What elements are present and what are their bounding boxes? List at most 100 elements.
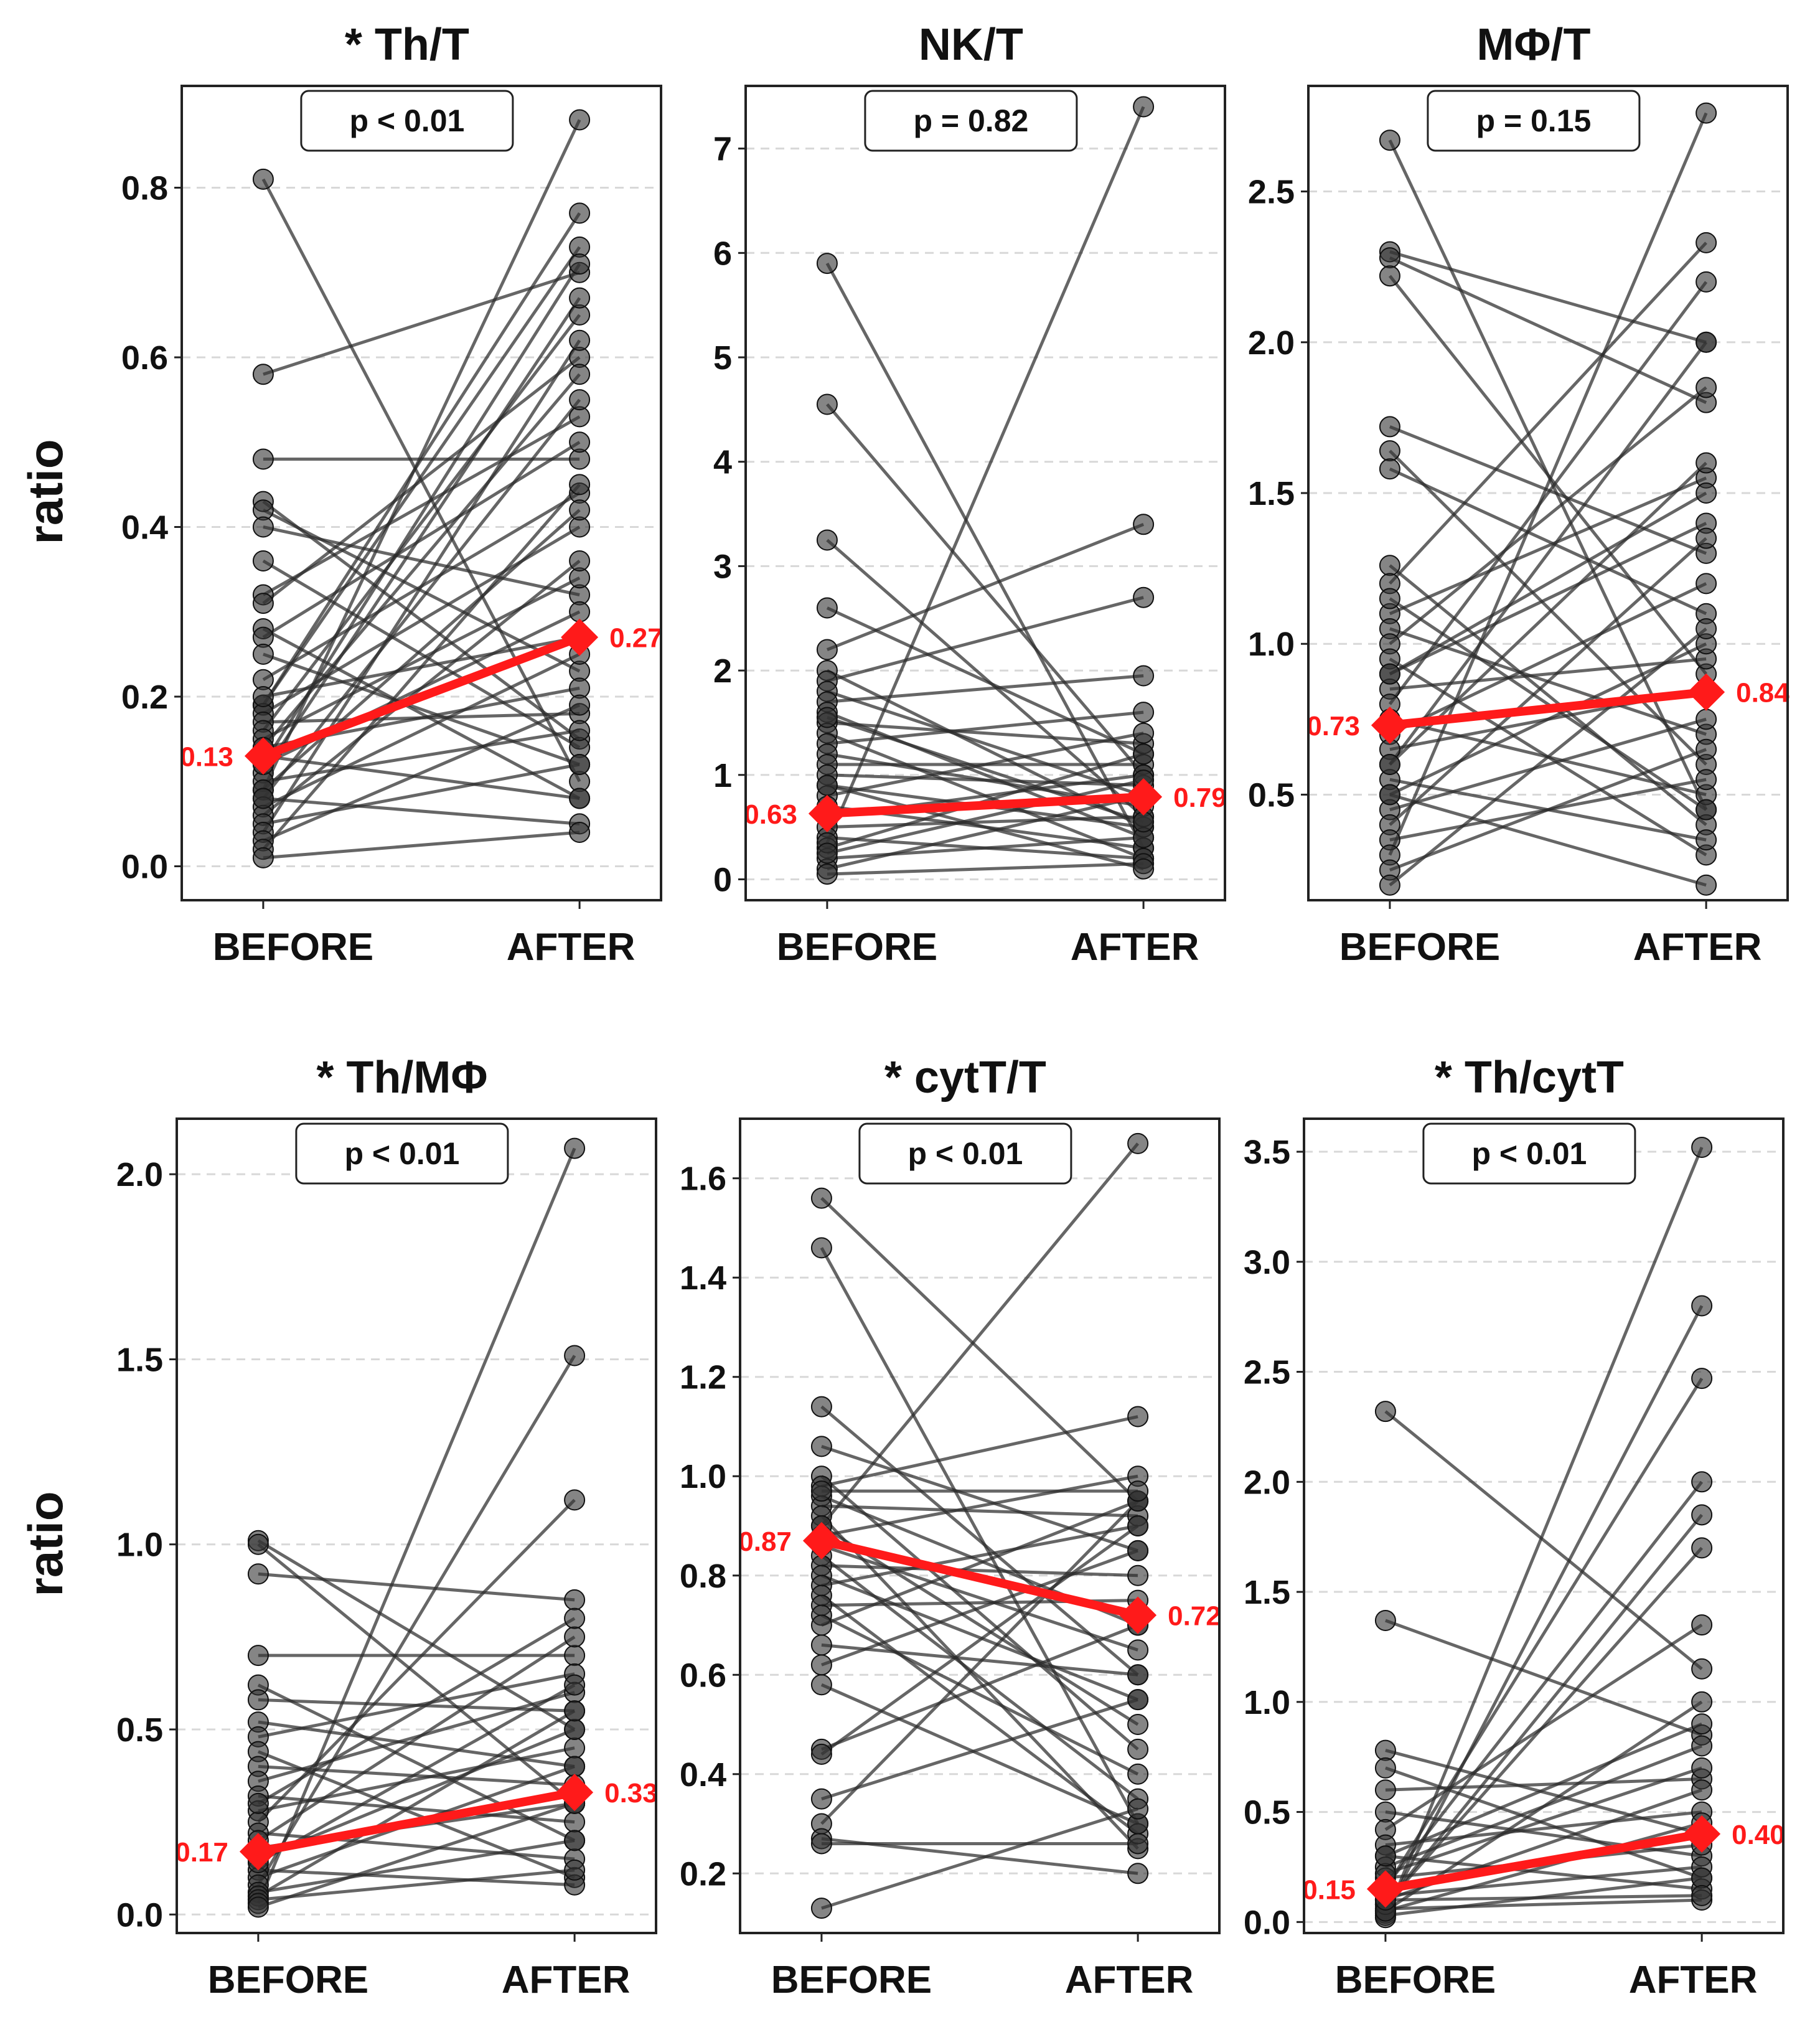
before-point bbox=[816, 253, 838, 275]
paired-line bbox=[256, 1147, 576, 1904]
before-point bbox=[810, 1614, 832, 1636]
panel-title: * Th/cytT bbox=[1435, 1053, 1624, 1103]
before-point bbox=[1379, 458, 1400, 480]
p-value-box bbox=[1422, 1122, 1636, 1185]
plot-frame bbox=[1307, 85, 1789, 901]
y-tick-label: 1.0 bbox=[116, 1526, 163, 1564]
paired-line bbox=[256, 1355, 576, 1886]
paired-line bbox=[1389, 242, 1707, 585]
mean-line bbox=[1381, 1829, 1707, 1894]
mean-label-after: 0.33 bbox=[604, 1778, 658, 1809]
panel-title: NK/T bbox=[919, 20, 1023, 70]
mean-marker-before bbox=[802, 1522, 840, 1559]
y-axis-label-top: ratio bbox=[18, 439, 73, 544]
before-point bbox=[810, 1833, 832, 1855]
mean-marker-after bbox=[1125, 778, 1163, 816]
paired-line bbox=[263, 271, 580, 376]
after-point bbox=[564, 1674, 586, 1696]
panel-title: * cytT/T bbox=[884, 1053, 1046, 1103]
mean-marker-after bbox=[1683, 1815, 1721, 1853]
paired-line bbox=[257, 1498, 576, 1823]
after-point bbox=[564, 1607, 586, 1629]
plot-frame bbox=[1303, 1117, 1785, 1934]
paired-line bbox=[1384, 1305, 1704, 1914]
x-label-after: AFTER bbox=[507, 926, 636, 969]
mean-marker-after bbox=[1687, 673, 1725, 711]
after-point bbox=[1696, 799, 1717, 821]
y-tick-label: 7 bbox=[713, 131, 732, 168]
paired-line bbox=[821, 1549, 1138, 1667]
paired-line bbox=[1384, 1410, 1703, 1670]
after-point bbox=[1691, 1504, 1713, 1526]
paired-line bbox=[1389, 425, 1707, 555]
panel-1: 0.0 0.2 0.4 0.6 0.8 0.13 0.27 p < 0.01 * Th/T BEF… bbox=[121, 20, 663, 969]
before-point bbox=[1379, 129, 1400, 151]
after-point bbox=[1127, 1738, 1149, 1760]
y-tick-label: 2.0 bbox=[1244, 1464, 1290, 1501]
paired-line bbox=[821, 1524, 1138, 1588]
paired-line bbox=[827, 674, 1144, 703]
after-point bbox=[1133, 858, 1155, 880]
after-point bbox=[569, 474, 591, 496]
mean-label-after: 0.79 bbox=[1173, 783, 1227, 813]
paired-line bbox=[827, 784, 1144, 871]
before-point bbox=[252, 364, 274, 385]
paired-line bbox=[1384, 1513, 1704, 1906]
after-point bbox=[1127, 1132, 1149, 1154]
paired-line bbox=[262, 627, 581, 800]
after-point bbox=[569, 788, 591, 809]
paired-line bbox=[820, 1197, 1139, 1502]
before-point bbox=[1379, 416, 1400, 438]
y-tick-label: 1 bbox=[713, 757, 732, 794]
paired-line bbox=[263, 830, 580, 860]
mean-label-after: 0.84 bbox=[1736, 678, 1790, 708]
before-point bbox=[247, 1896, 269, 1918]
paired-line bbox=[1384, 1147, 1704, 1919]
paired-line bbox=[261, 314, 581, 732]
before-point bbox=[816, 529, 838, 551]
after-point bbox=[1696, 573, 1717, 595]
mean-line bbox=[253, 1788, 579, 1856]
paired-line bbox=[827, 731, 1144, 797]
after-point bbox=[1127, 1564, 1149, 1586]
before-point bbox=[252, 686, 274, 707]
paired-line bbox=[820, 1624, 1139, 1751]
paired-line bbox=[1385, 1766, 1702, 1875]
y-tick-label: 3 bbox=[713, 548, 732, 585]
after-point bbox=[1127, 1714, 1149, 1736]
after-point bbox=[1696, 102, 1717, 124]
y-tick-label: 2.0 bbox=[116, 1156, 163, 1193]
after-point bbox=[569, 694, 591, 716]
paired-line bbox=[257, 1617, 576, 1805]
after-point bbox=[1691, 1614, 1713, 1636]
before-point bbox=[816, 639, 838, 661]
before-point bbox=[1379, 754, 1400, 775]
y-tick-label: 3.0 bbox=[1244, 1244, 1290, 1281]
paired-line bbox=[1389, 628, 1707, 887]
paired-line bbox=[1389, 386, 1707, 646]
paired-line bbox=[820, 1499, 1139, 1627]
before-point bbox=[1379, 440, 1400, 462]
y-tick-label: 4 bbox=[713, 444, 732, 481]
paired-line bbox=[262, 509, 581, 791]
y-tick-label: 2 bbox=[713, 652, 732, 690]
after-point bbox=[564, 1859, 586, 1881]
y-tick-label: 1.5 bbox=[1244, 1574, 1290, 1611]
paired-line bbox=[1389, 642, 1707, 796]
after-point bbox=[1691, 1537, 1713, 1559]
mean-marker-before bbox=[1366, 1870, 1404, 1908]
paired-line bbox=[821, 1643, 1138, 1677]
x-label-before: BEFORE bbox=[208, 1959, 368, 2001]
after-point bbox=[569, 109, 591, 131]
mean-label-before: 0.73 bbox=[1306, 711, 1360, 741]
before-point bbox=[816, 774, 838, 796]
after-point bbox=[1127, 1798, 1149, 1820]
paired-line bbox=[827, 778, 1144, 855]
x-label-before: BEFORE bbox=[771, 1959, 932, 2001]
before-point bbox=[810, 1654, 832, 1676]
after-point bbox=[1127, 1664, 1149, 1686]
mean-marker-before bbox=[1371, 707, 1409, 745]
mean-line bbox=[822, 792, 1148, 818]
panel-5: 0.2 0.4 0.6 0.8 1.0 1.2 1.4 1.6 0.87 0.72 p < 0.01… bbox=[680, 1053, 1221, 2001]
y-tick-label: 6 bbox=[713, 235, 732, 272]
